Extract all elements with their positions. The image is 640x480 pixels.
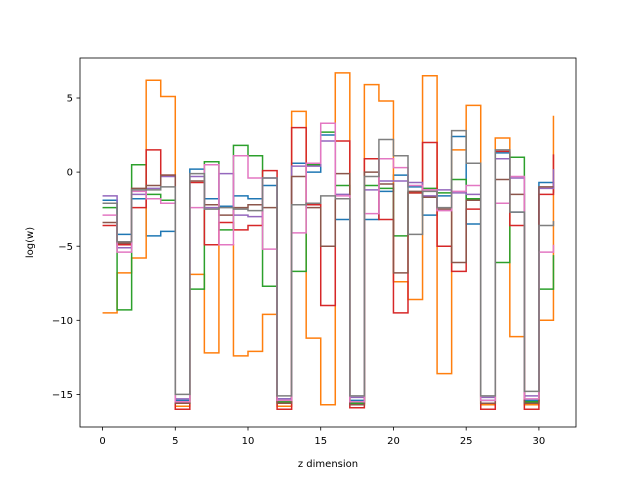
x-axis-label: z dimension bbox=[298, 459, 358, 470]
x-tick-label: 15 bbox=[314, 436, 327, 447]
x-axis-ticks: 0 5 10 15 20 25 30 bbox=[99, 427, 545, 447]
y-tick-label: −5 bbox=[58, 242, 73, 253]
plot-frame bbox=[79, 57, 577, 428]
x-tick-label: 5 bbox=[172, 436, 178, 447]
x-tick-label: 30 bbox=[533, 436, 546, 447]
x-tick-label: 10 bbox=[242, 436, 255, 447]
series-line-8 bbox=[102, 129, 555, 397]
y-tick-label: −15 bbox=[52, 390, 73, 401]
series-line-6 bbox=[102, 171, 554, 406]
y-axis-label: log(w) bbox=[25, 227, 36, 258]
y-axis-ticks: 5 0 −5 −10 −15 bbox=[52, 94, 80, 401]
y-tick-label: 5 bbox=[67, 94, 73, 105]
x-tick-label: 25 bbox=[460, 436, 473, 447]
y-tick-label: −10 bbox=[52, 316, 73, 327]
x-tick-label: 0 bbox=[99, 436, 105, 447]
x-tick-label: 20 bbox=[387, 436, 400, 447]
series-layer bbox=[102, 72, 555, 410]
y-tick-label: 0 bbox=[67, 168, 73, 179]
